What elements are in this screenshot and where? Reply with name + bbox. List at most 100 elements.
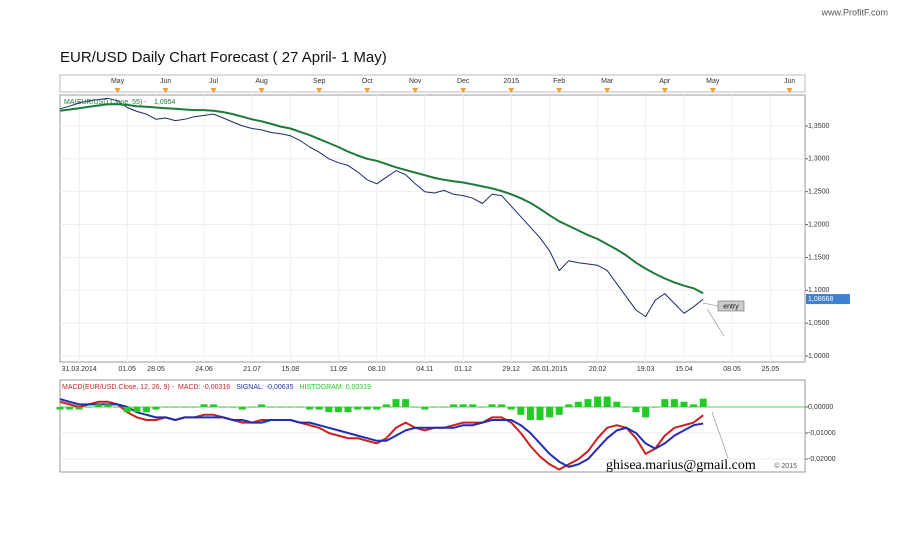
histogram-bar — [594, 396, 602, 407]
histogram-bar — [334, 406, 342, 413]
histogram-bar — [651, 406, 659, 408]
top-tick-label: Jun — [160, 78, 171, 85]
histogram-bar — [325, 406, 333, 413]
top-tick-label: Oct — [362, 78, 373, 85]
event-marker — [556, 88, 563, 93]
histogram-bar — [162, 406, 170, 408]
histogram-bar — [536, 406, 544, 420]
histogram-bar — [344, 406, 352, 413]
top-axis — [59, 74, 806, 93]
histogram-bar — [190, 406, 198, 408]
x-tick-label: 31.03.2014 — [62, 366, 97, 373]
y-tick-label: -0,02000 — [808, 456, 836, 463]
top-tick-label: Jun — [784, 78, 795, 85]
legend-name: SIGNAL: — [236, 384, 264, 391]
histogram-bar — [373, 406, 381, 410]
price-label-box — [806, 294, 850, 305]
histogram-bar — [296, 406, 304, 408]
histogram-bar — [56, 406, 64, 410]
histogram-bar — [123, 406, 131, 413]
histogram-bar — [699, 398, 707, 407]
legend-value: -0,00635 — [266, 384, 294, 391]
event-marker — [604, 88, 611, 93]
x-tick-label: 15.08 — [282, 366, 300, 373]
histogram-bar — [574, 401, 582, 407]
top-tick-label: Feb — [553, 78, 565, 85]
chart-title: EUR/USD Daily Chart Forecast ( 27 April-… — [60, 49, 387, 66]
x-tick-label: 28.05 — [147, 366, 165, 373]
y-tick-label: 1,2500 — [808, 189, 830, 196]
histogram-bar — [507, 406, 515, 410]
histogram-bar — [546, 406, 554, 418]
top-tick-label: Jul — [209, 78, 218, 85]
histogram-bar — [402, 399, 410, 407]
histogram-bar — [584, 399, 592, 407]
histogram-bar — [565, 404, 573, 407]
histogram-bar — [526, 406, 534, 420]
series-line — [59, 398, 704, 468]
ma-legend-name: MA(EUR/USD.Close, 55) - — [64, 99, 147, 106]
annotation-pointer — [711, 411, 729, 459]
histogram-bar — [171, 406, 179, 408]
histogram-bar — [603, 396, 611, 407]
histogram-bar — [238, 406, 246, 410]
histogram-bar — [642, 406, 650, 418]
copyright: © 2015 — [774, 462, 797, 470]
histogram-bar — [66, 406, 74, 410]
x-tick-label: 08.05 — [723, 366, 741, 373]
ma-legend-value: 1,0954 — [154, 99, 176, 106]
y-tick-label: 1,1500 — [808, 254, 830, 261]
histogram-bar — [229, 406, 237, 408]
histogram-bar — [661, 399, 669, 407]
y-tick-label: 1,0500 — [808, 320, 830, 327]
histogram-bar — [632, 406, 640, 413]
histogram-bar — [488, 404, 496, 407]
x-tick-label: 26.01.2015 — [532, 366, 567, 373]
event-marker — [786, 88, 793, 93]
histogram-bar — [258, 404, 266, 407]
marks — [56, 97, 707, 471]
histogram-bar — [613, 401, 621, 407]
histogram-bar — [440, 406, 448, 408]
histogram-bar — [354, 406, 362, 410]
histogram-bar — [133, 406, 141, 413]
entry-label: entry — [723, 303, 739, 310]
legend-value: -0,00316 — [203, 384, 231, 391]
top-tick-label: Apr — [659, 78, 671, 85]
histogram-bar — [517, 406, 525, 415]
macd-title: MACD(EUR/USD.Close, 12, 26, 9) - — [62, 384, 175, 391]
histogram-bar — [315, 406, 323, 410]
y-tick-label: 1,3500 — [808, 123, 830, 130]
x-tick-label: 20.02 — [589, 366, 607, 373]
histogram-bar — [459, 404, 467, 407]
histogram-bar — [114, 406, 122, 408]
event-marker — [210, 88, 217, 93]
top-tick-label: Nov — [409, 78, 422, 85]
top-tick-label: May — [706, 78, 720, 85]
histogram-bar — [75, 406, 83, 410]
event-marker — [661, 88, 668, 93]
x-tick-label: 11.09 — [330, 366, 347, 373]
event-marker — [364, 88, 371, 93]
histogram-bar — [142, 406, 150, 413]
legend-name: HISTOGRAM: — [299, 384, 343, 391]
event-marker — [508, 88, 515, 93]
top-tick-label: Aug — [255, 78, 268, 85]
event-marker — [709, 88, 716, 93]
y-tick-label: 1,3000 — [808, 156, 830, 163]
histogram-bar — [450, 404, 458, 407]
event-marker — [316, 88, 323, 93]
x-tick-label: 25.05 — [762, 366, 780, 373]
histogram-bar — [85, 406, 93, 408]
y-tick-label: -0,01000 — [808, 430, 836, 437]
y-tick-label: 1,2000 — [808, 221, 830, 228]
histogram-bar — [286, 406, 294, 408]
histogram-bar — [277, 406, 285, 408]
x-tick-label: 04.11 — [416, 366, 433, 373]
x-tick-label: 19.03 — [637, 366, 655, 373]
histogram-bar — [94, 404, 102, 407]
histogram-bar — [690, 404, 698, 407]
x-tick-label: 21.07 — [243, 366, 261, 373]
y-tick-label: 1,0000 — [808, 353, 830, 360]
event-marker — [162, 88, 169, 93]
